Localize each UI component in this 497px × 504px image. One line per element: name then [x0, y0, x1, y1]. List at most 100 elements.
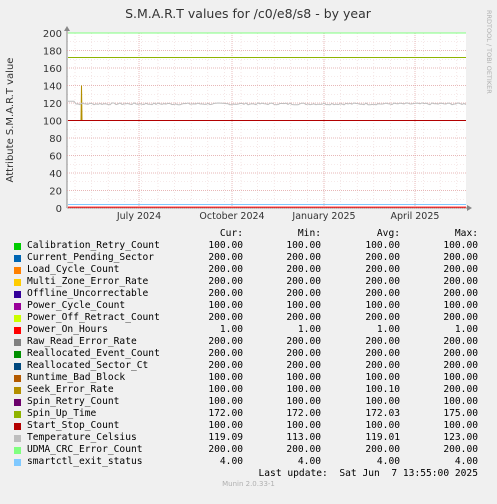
legend-avg-value: 200.00	[365, 348, 400, 359]
legend-min-value: 100.00	[286, 396, 321, 407]
y-tick-label: 100	[43, 117, 62, 128]
legend-max-value: 200.00	[443, 276, 478, 287]
legend-avg-value: 172.03	[365, 408, 400, 419]
legend-series-name: Raw_Read_Error_Rate	[27, 336, 137, 347]
legend-min-value: 1.00	[297, 324, 321, 335]
legend-row: Power_On_Hours 1.00 1.00 1.00 1.00	[0, 324, 497, 336]
legend-row: Runtime_Bad_Block 100.00 100.00 100.00 100.0…	[0, 372, 497, 384]
legend-cur-value: 200.00	[208, 336, 243, 347]
y-tick-label: 0	[56, 204, 62, 215]
legend-swatch	[14, 279, 21, 286]
legend-cur-value: 100.00	[208, 300, 243, 311]
legend-min-value: 200.00	[286, 336, 321, 347]
legend-swatch	[14, 267, 21, 274]
legend-avg-value: 200.00	[365, 276, 400, 287]
legend-swatch	[14, 411, 21, 418]
legend-max-value: 200.00	[443, 360, 478, 371]
legend-row: Seek_Error_Rate 100.00 100.00 100.10 200.00	[0, 384, 497, 396]
legend-max-value: 175.00	[443, 408, 478, 419]
legend-cur-value: 200.00	[208, 276, 243, 287]
y-tick-label: 60	[49, 152, 62, 163]
legend-row: Load_Cycle_Count 200.00 200.00 200.00 200.00	[0, 264, 497, 276]
x-tick-label: January 2025	[291, 211, 355, 222]
legend-avg-value: 100.00	[365, 240, 400, 251]
legend-series-name: Start_Stop_Count	[27, 420, 120, 431]
y-tick-label: 80	[49, 134, 62, 145]
legend-max-value: 200.00	[443, 348, 478, 359]
legend-max-value: 200.00	[443, 312, 478, 323]
legend-min-value: 200.00	[286, 252, 321, 263]
legend-avg-value: 119.01	[365, 432, 400, 443]
plot-area	[64, 26, 472, 211]
legend-min-value: 200.00	[286, 444, 321, 455]
legend-row: Offline_Uncorrectable 200.00 200.00 200.00 2…	[0, 288, 497, 300]
col-avg-header: Avg:	[376, 228, 400, 239]
legend-series-name: Calibration_Retry_Count	[27, 240, 160, 251]
legend-max-value: 200.00	[443, 288, 478, 299]
x-axis: July 2024 October 2024 January 2025 April 2…	[116, 33, 439, 222]
legend-min-value: 200.00	[286, 276, 321, 287]
x-axis-arrow	[467, 205, 472, 211]
legend-cur-value: 200.00	[208, 312, 243, 323]
legend-swatch	[14, 291, 21, 298]
legend-max-value: 100.00	[443, 300, 478, 311]
legend-swatch	[14, 339, 21, 346]
x-tick-label: October 2024	[199, 211, 264, 222]
legend-swatch	[14, 327, 21, 334]
legend-min-value: 100.00	[286, 372, 321, 383]
legend-row: Current_Pending_Sector 200.00 200.00 200.00…	[0, 252, 497, 264]
legend-max-value: 100.00	[443, 240, 478, 251]
legend-min-value: 200.00	[286, 288, 321, 299]
legend-row: Raw_Read_Error_Rate 200.00 200.00 200.00 200…	[0, 336, 497, 348]
last-update: Last update: Sat Jun 7 13:55:00 2025	[258, 468, 479, 479]
legend-max-value: 123.00	[443, 432, 478, 443]
legend-max-value: 4.00	[454, 456, 478, 467]
legend-series-name: Spin_Retry_Count	[27, 396, 120, 407]
y-tick-label: 140	[43, 82, 62, 93]
legend-swatch	[14, 255, 21, 262]
legend-min-value: 100.00	[286, 240, 321, 251]
legend-swatch	[14, 315, 21, 322]
legend-cur-value: 119.09	[208, 432, 243, 443]
legend-series-name: Reallocated_Sector_Ct	[27, 360, 149, 371]
y-tick-label: 20	[49, 187, 62, 198]
y-tick-label: 180	[43, 47, 62, 58]
legend-swatch	[14, 399, 21, 406]
legend-series-name: Power_Cycle_Count	[27, 300, 126, 311]
legend-series-name: Multi_Zone_Error_Rate	[27, 276, 149, 287]
col-min-header: Min:	[297, 228, 321, 239]
legend-avg-value: 100.00	[365, 300, 400, 311]
legend: Cur: Min: Avg: Max: Calibration_Retry_Co…	[0, 228, 497, 480]
legend-cur-value: 172.00	[208, 408, 243, 419]
legend-swatch	[14, 351, 21, 358]
legend-avg-value: 100.10	[365, 384, 400, 395]
legend-row: Reallocated_Event_Count 200.00 200.00 200.0…	[0, 348, 497, 360]
legend-max-value: 200.00	[443, 264, 478, 275]
legend-series-name: Reallocated_Event_Count	[27, 348, 160, 359]
legend-cur-value: 100.00	[208, 396, 243, 407]
legend-series-name: Temperature_Celsius	[27, 432, 137, 443]
y-tick-label: 160	[43, 64, 62, 75]
legend-max-value: 1.00	[454, 324, 478, 335]
legend-max-value: 100.00	[443, 420, 478, 431]
legend-row: Temperature_Celsius 119.09 113.00 119.01 123…	[0, 432, 497, 444]
legend-min-value: 100.00	[286, 420, 321, 431]
y-tick-label: 120	[43, 99, 62, 110]
legend-swatch	[14, 435, 21, 442]
series-lines	[68, 32, 467, 208]
y-axis-arrow	[64, 26, 70, 31]
legend-row: Multi_Zone_Error_Rate 200.00 200.00 200.00 2…	[0, 276, 497, 288]
smart-chart: S.M.A.R.T values for /c0/e8/s8 - by year…	[5, 6, 493, 222]
legend-min-value: 200.00	[286, 360, 321, 371]
legend-cur-value: 200.00	[208, 264, 243, 275]
legend-series-name: Runtime_Bad_Block	[27, 372, 126, 383]
legend-cur-value: 200.00	[208, 444, 243, 455]
rrdtool-watermark: RRDTOOL / TOBI OETIKER	[485, 10, 493, 94]
legend-min-value: 100.00	[286, 384, 321, 395]
legend-cur-value: 100.00	[208, 420, 243, 431]
legend-rows: Calibration_Retry_Count 100.00 100.00 100.0…	[0, 240, 497, 468]
legend-cur-value: 200.00	[208, 288, 243, 299]
legend-series-name: Power_On_Hours	[27, 324, 108, 335]
legend-swatch	[14, 243, 21, 250]
legend-avg-value: 200.00	[365, 312, 400, 323]
